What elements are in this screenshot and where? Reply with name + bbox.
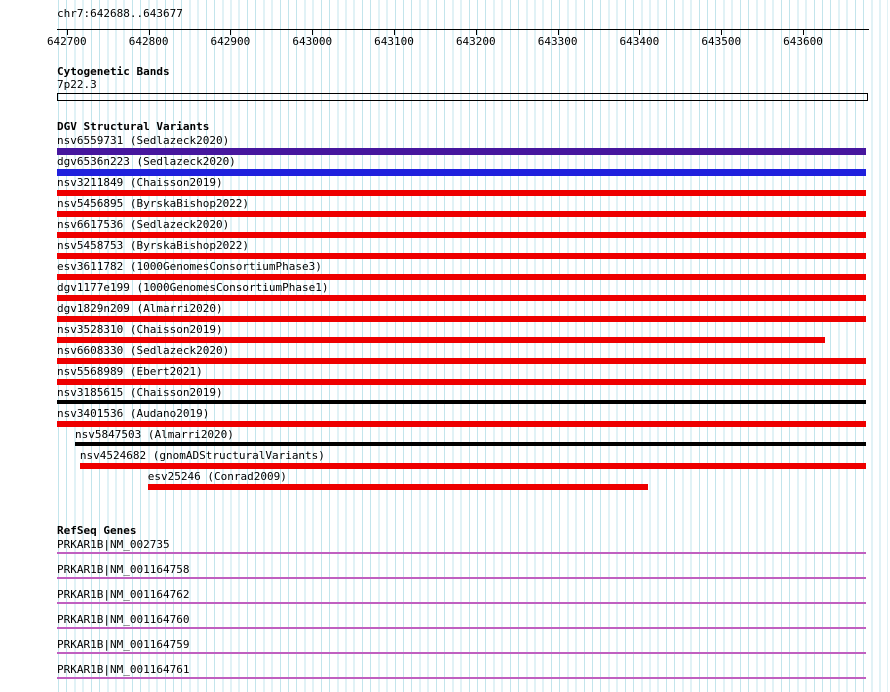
variant-bar[interactable] <box>74 442 866 446</box>
variant-bar[interactable] <box>57 400 866 404</box>
variant-bar[interactable] <box>57 295 866 301</box>
variant-bar[interactable] <box>57 274 866 280</box>
ruler-tick-label: 643000 <box>292 35 333 48</box>
variant-label: nsv3401536 (Audano2019) <box>57 407 210 420</box>
variant-label: nsv3528310 (Chaisson2019) <box>57 323 223 336</box>
variant-label: nsv4524682 (gnomADStructuralVariants) <box>79 449 325 462</box>
variant-label: nsv6617536 (Sedlazeck2020) <box>57 218 230 231</box>
gene-label: PRKAR1B|NM_001164759 <box>57 638 190 651</box>
ruler-tick-label: 643400 <box>619 35 660 48</box>
ruler-tick <box>312 29 314 35</box>
gene-label: PRKAR1B|NM_001164758 <box>57 563 190 576</box>
ruler-tick-label: 643100 <box>374 35 414 48</box>
variant-label: dgv1829n209 (Almarri2020) <box>57 302 223 315</box>
gene-label: PRKAR1B|NM_001164761 <box>57 663 190 676</box>
gene-line[interactable] <box>57 552 866 554</box>
ruler-tick <box>475 29 477 35</box>
gene-line[interactable] <box>57 677 866 679</box>
variant-bar[interactable] <box>147 484 648 490</box>
ruler-line <box>57 29 869 30</box>
cytoband-bar[interactable] <box>57 93 868 101</box>
variant-bar[interactable] <box>57 232 866 238</box>
ruler-tick <box>557 29 559 35</box>
variant-label: esv25246 (Conrad2009) <box>147 470 287 483</box>
ruler-tick-label: 643500 <box>701 35 742 48</box>
variant-label: nsv5456895 (ByrskaBishop2022) <box>57 197 250 210</box>
variant-label: nsv5847503 (Almarri2020) <box>74 428 234 441</box>
ruler-tick-label: 642700 <box>46 35 87 48</box>
refseq-section-title: RefSeq Genes <box>57 524 137 537</box>
ruler-tick <box>721 29 723 35</box>
variant-label: nsv3211849 (Chaisson2019) <box>57 176 223 189</box>
variant-label: dgv6536n223 (Sedlazeck2020) <box>57 155 236 168</box>
variant-bar[interactable] <box>57 316 866 322</box>
variant-label: nsv5458753 (ByrskaBishop2022) <box>57 239 250 252</box>
gene-line[interactable] <box>57 602 866 604</box>
variant-bar[interactable] <box>57 253 866 259</box>
ruler-tick <box>230 29 232 35</box>
variant-bar[interactable] <box>57 337 826 343</box>
ruler-tick-label: 642800 <box>128 35 169 48</box>
ruler-tick-label: 643200 <box>455 35 496 48</box>
ruler-tick <box>639 29 641 35</box>
variant-bar[interactable] <box>57 148 866 155</box>
ruler-tick <box>148 29 150 35</box>
variant-bar[interactable] <box>57 379 866 385</box>
variant-label: nsv5568989 (Ebert2021) <box>57 365 203 378</box>
variant-label: nsv3185615 (Chaisson2019) <box>57 386 223 399</box>
gene-label: PRKAR1B|NM_001164762 <box>57 588 190 601</box>
variant-label: nsv6559731 (Sedlazeck2020) <box>57 134 230 147</box>
variant-label: esv3611782 (1000GenomesConsortiumPhase3) <box>57 260 322 273</box>
dgv-section-title: DGV Structural Variants <box>57 120 210 133</box>
gene-label: PRKAR1B|NM_001164760 <box>57 613 190 626</box>
cytoband-section-title: Cytogenetic Bands <box>57 65 170 78</box>
grid-lines <box>58 0 888 692</box>
cytoband-name-label: 7p22.3 <box>57 78 97 91</box>
ruler-tick <box>803 29 804 35</box>
region-position: chr7:642688..643677 <box>57 7 183 20</box>
variant-bar[interactable] <box>57 190 866 196</box>
ruler-tick-label: 642900 <box>210 35 251 48</box>
ruler-tick <box>66 29 68 35</box>
gene-line[interactable] <box>57 577 866 579</box>
ruler-tick-label: 643300 <box>537 35 578 48</box>
variant-label: nsv6608330 (Sedlazeck2020) <box>57 344 230 357</box>
variant-label: dgv1177e199 (1000GenomesConsortiumPhase1… <box>57 281 329 294</box>
variant-bar[interactable] <box>57 169 866 176</box>
gene-label: PRKAR1B|NM_002735 <box>57 538 170 551</box>
ruler-tick-label: 643600 <box>783 35 823 48</box>
ruler-tick <box>394 29 395 35</box>
gene-line[interactable] <box>57 652 866 654</box>
gene-line[interactable] <box>57 627 866 629</box>
variant-bar[interactable] <box>79 463 866 469</box>
variant-bar[interactable] <box>57 358 866 364</box>
variant-bar[interactable] <box>57 421 866 427</box>
variant-bar[interactable] <box>57 211 866 217</box>
